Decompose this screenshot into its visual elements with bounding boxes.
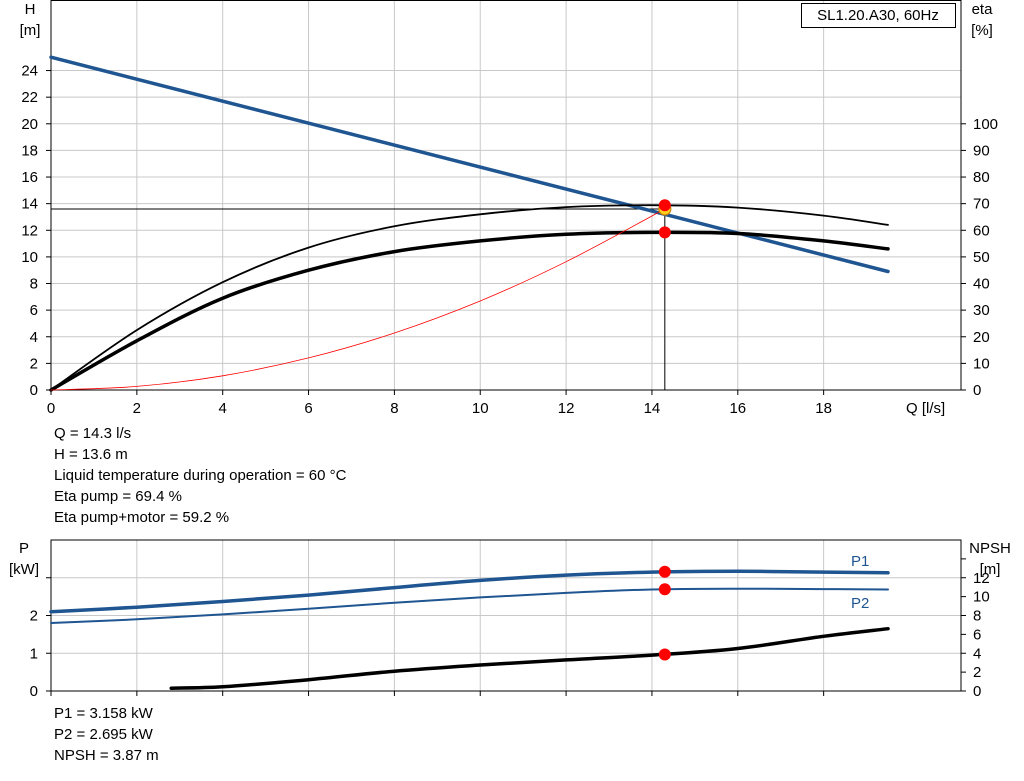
eta-pump-motor-text: Eta pump+motor = 59.2 %	[54, 509, 230, 526]
eta-pump-motor-curve	[49, 230, 890, 392]
y-right-tick-label: 10	[973, 589, 990, 606]
y-right-tick-label: 8	[973, 608, 981, 625]
y-right-tick-label: 6	[973, 626, 981, 643]
chart-title: SL1.20.A30, 60Hz	[817, 7, 939, 24]
x-tick-label: 12	[558, 400, 575, 417]
head-efficiency-plot: 0 2 4 6 8 10 12 14 16 180246810121416182022240102…	[20, 0, 998, 417]
y-right-tick-label: 20	[973, 329, 990, 346]
x-tick-label: 0	[47, 400, 55, 417]
y-right-axis-label: eta	[972, 1, 994, 18]
pump-head-curve	[49, 55, 890, 274]
flow-value-text: Q = 14.3 l/s	[54, 425, 132, 442]
npsh-curve	[169, 626, 890, 690]
y-left-tick-label: 0	[30, 382, 38, 399]
power-info: P1 = 3.158 kW P2 = 2.695 kW NPSH = 3.87 …	[54, 703, 159, 766]
y-left-tick-label: 1	[30, 645, 38, 662]
y-right-tick-label: 40	[973, 276, 990, 293]
y-right-tick-label: 70	[973, 196, 990, 213]
y-left-tick-label: 8	[30, 276, 38, 293]
y-left-axis-unit: [m]	[20, 22, 41, 39]
liquid-temperature-text: Liquid temperature during operation = 60…	[54, 467, 347, 484]
p2-operating-marker	[658, 583, 671, 596]
eta-pump-motor-marker	[658, 226, 671, 239]
y-left-tick-label: 14	[21, 196, 38, 213]
y-left-tick-label: 2	[30, 608, 38, 625]
eta-pump-text: Eta pump = 69.4 %	[54, 488, 182, 505]
y-left-tick-label: 0	[30, 683, 38, 700]
x-tick-label: 18	[815, 400, 832, 417]
y-right-axis-unit: [m]	[980, 561, 1001, 578]
operating-point-info: Q = 14.3 l/s H = 13.6 m Liquid temperatu…	[54, 423, 346, 528]
y-left-tick-label: 12	[21, 222, 38, 239]
y-left-tick-label: 6	[30, 302, 38, 319]
y-right-tick-label: 0	[973, 382, 981, 399]
y-left-tick-label: 24	[21, 63, 38, 80]
x-axis-label: Q [l/s]	[906, 400, 945, 417]
x-tick-label: 6	[304, 400, 312, 417]
x-tick-label: 8	[390, 400, 398, 417]
x-tick-label: 14	[644, 400, 661, 417]
p2-power-curve	[50, 587, 889, 624]
plot-frame	[50, 0, 962, 391]
y-right-tick-label: 50	[973, 249, 990, 266]
y-right-tick-label: 90	[973, 142, 990, 159]
p1-series-label: P1	[851, 553, 869, 570]
y-left-axis-unit: [kW]	[9, 561, 39, 578]
y-right-tick-label: 80	[973, 169, 990, 186]
y-right-axis-unit: [%]	[971, 22, 993, 39]
p2-value-text: P2 = 2.695 kW	[54, 726, 153, 743]
y-right-tick-label: 4	[973, 645, 981, 662]
y-left-tick-label: 20	[21, 116, 38, 133]
y-right-tick-label: 100	[973, 116, 998, 133]
y-left-tick-label: 4	[30, 329, 38, 346]
y-right-tick-label: 60	[973, 222, 990, 239]
y-right-tick-label: 2	[973, 664, 981, 681]
p1-operating-marker	[658, 565, 671, 578]
x-tick-label: 4	[219, 400, 227, 417]
p2-series-label: P2	[851, 595, 869, 612]
y-right-tick-label: 10	[973, 355, 990, 372]
p1-power-curve	[49, 569, 890, 614]
head-value-text: H = 13.6 m	[54, 446, 128, 463]
y-right-tick-label: 30	[973, 302, 990, 319]
npsh-value-text: NPSH = 3.87 m	[54, 747, 159, 764]
y-left-tick-label: 10	[21, 249, 38, 266]
y-left-tick-label: 16	[21, 169, 38, 186]
p1-value-text: P1 = 3.158 kW	[54, 705, 153, 722]
npsh-operating-marker	[658, 648, 671, 661]
eta-pump-curve	[50, 204, 889, 391]
x-tick-label: 16	[729, 400, 746, 417]
y-left-tick-label: 18	[21, 142, 38, 159]
y-left-axis-label: P	[19, 540, 29, 557]
system-curve	[50, 208, 666, 391]
y-right-axis-label: NPSH	[969, 540, 1011, 557]
x-tick-label: 2	[133, 400, 141, 417]
title-box	[801, 3, 956, 28]
y-left-tick-label: 2	[30, 355, 38, 372]
y-left-axis-label: H	[25, 1, 36, 18]
y-right-tick-label: 0	[973, 683, 981, 700]
x-tick-label: 10	[472, 400, 489, 417]
eta-pump-marker	[658, 199, 671, 212]
y-left-tick-label: 22	[21, 89, 38, 106]
y-right-tick-label: 12	[973, 570, 990, 587]
